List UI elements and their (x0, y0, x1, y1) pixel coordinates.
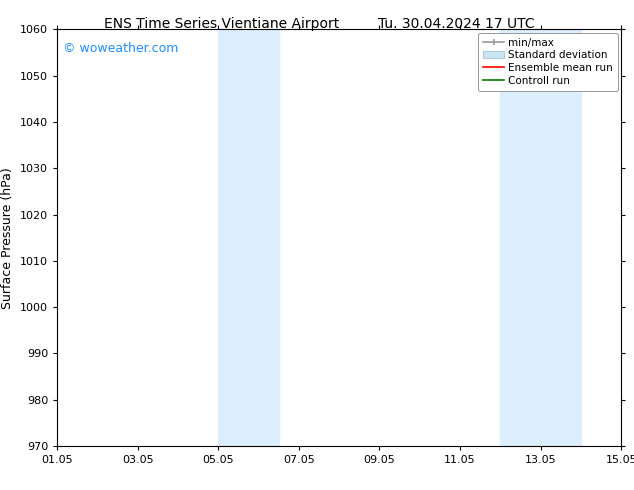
Text: ENS Time Series Vientiane Airport: ENS Time Series Vientiane Airport (104, 17, 340, 31)
Bar (218, 29, 279, 446)
Legend: min/max, Standard deviation, Ensemble mean run, Controll run: min/max, Standard deviation, Ensemble me… (478, 32, 618, 91)
Bar (500, 29, 561, 446)
Text: © woweather.com: © woweather.com (63, 42, 178, 55)
Bar (561, 29, 581, 446)
Y-axis label: Surface Pressure (hPa): Surface Pressure (hPa) (1, 167, 15, 309)
Text: Tu. 30.04.2024 17 UTC: Tu. 30.04.2024 17 UTC (378, 17, 535, 31)
